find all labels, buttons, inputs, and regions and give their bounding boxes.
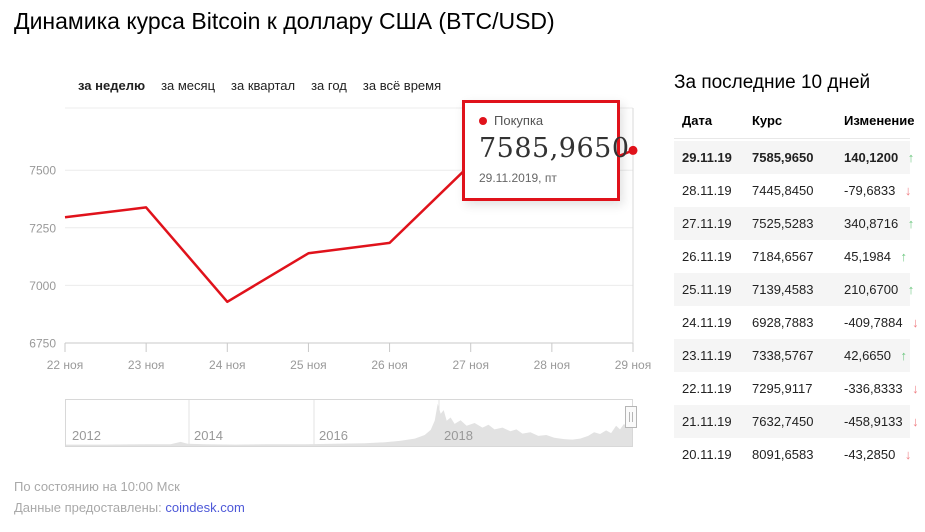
table-row: 24.11.19 6928,7883 -409,7884 ↓	[674, 306, 919, 339]
source-label: Данные предоставлены:	[14, 500, 162, 515]
cell-change: -336,8333 ↓	[844, 381, 919, 396]
cell-rate: 6928,7883	[752, 315, 814, 330]
svg-text:7250: 7250	[29, 221, 56, 235]
table-header: Дата Курс Изменение	[674, 107, 914, 139]
cell-date: 24.11.19	[682, 315, 732, 330]
cell-change: 210,6700 ↑	[844, 282, 915, 297]
tab-period-4[interactable]: за всё время	[362, 78, 442, 93]
series-dot-icon	[479, 116, 487, 125]
panel-heading: За последние 10 дней	[674, 72, 871, 93]
source-link[interactable]: coindesk.com	[165, 500, 245, 515]
cell-date: 29.11.19	[682, 150, 732, 165]
range-handle[interactable]	[625, 406, 637, 428]
cell-change: 140,1200 ↑	[844, 150, 915, 165]
svg-text:27 ноя: 27 ноя	[452, 358, 488, 372]
change-down-icon: ↓	[904, 183, 912, 198]
table-row: 29.11.19 7585,9650 140,1200 ↑	[674, 141, 914, 174]
table-row: 28.11.19 7445,8450 -79,6833 ↓	[674, 174, 912, 207]
svg-text:25 ноя: 25 ноя	[290, 358, 326, 372]
svg-text:28 ноя: 28 ноя	[534, 358, 570, 372]
last-10-days-panel: За последние 10 дней Дата Курс Изменение…	[674, 72, 919, 471]
cell-change: -43,2850 ↓	[844, 447, 912, 462]
as-of-text: По состоянию на 10:00 Мск	[14, 479, 180, 494]
cell-date: 23.11.19	[682, 348, 732, 363]
col-change: Изменение	[844, 113, 915, 128]
svg-text:6750: 6750	[29, 337, 56, 351]
cell-rate: 7632,7450	[752, 414, 814, 429]
cell-rate: 7295,9117	[752, 381, 813, 396]
tooltip-series-label: Покупка	[494, 113, 544, 128]
svg-text:7500: 7500	[29, 164, 56, 178]
svg-text:24 ноя: 24 ноя	[209, 358, 245, 372]
minimap-year-label: 2012	[72, 428, 101, 443]
change-down-icon: ↓	[912, 414, 919, 429]
cell-rate: 7184,6567	[752, 249, 814, 264]
change-up-icon: ↑	[907, 216, 915, 231]
cell-date: 28.11.19	[682, 183, 732, 198]
cell-change: -458,9133 ↓	[844, 414, 919, 429]
col-date: Дата	[682, 113, 713, 128]
source-line: Данные предоставлены: coindesk.com	[14, 497, 245, 518]
cell-rate: 8091,6583	[752, 447, 814, 462]
table-row: 20.11.19 8091,6583 -43,2850 ↓	[674, 438, 912, 471]
tab-period-3[interactable]: за год	[311, 78, 347, 93]
cell-rate: 7585,9650	[752, 150, 814, 165]
rates-table-body: 29.11.19 7585,9650 140,1200 ↑ 28.11.19 7445,8…	[674, 141, 919, 471]
tooltip-series: Покупка	[479, 113, 603, 128]
change-up-icon: ↑	[907, 282, 915, 297]
page-title: Динамика курса Bitcoin к доллару США (BT…	[14, 8, 555, 34]
minimap-year-label: 2014	[194, 428, 223, 443]
cell-date: 25.11.19	[682, 282, 732, 297]
history-minimap[interactable]: 2012 2014 2016 2018	[65, 399, 637, 447]
cell-change: -79,6833 ↓	[844, 183, 912, 198]
change-up-icon: ↑	[900, 348, 908, 363]
svg-text:22 ноя: 22 ноя	[47, 358, 83, 372]
minimap-year-label: 2016	[319, 428, 348, 443]
table-row: 21.11.19 7632,7450 -458,9133 ↓	[674, 405, 919, 438]
cell-rate: 7139,4583	[752, 282, 814, 297]
cell-change: -409,7884 ↓	[844, 315, 919, 330]
table-row: 22.11.19 7295,9117 -336,8333 ↓	[674, 372, 919, 405]
tab-period-0[interactable]: за неделю	[78, 78, 146, 93]
svg-text:26 ноя: 26 ноя	[371, 358, 407, 372]
cell-change: 45,1984 ↑	[844, 249, 907, 264]
cell-change: 42,6650 ↑	[844, 348, 907, 363]
cell-date: 21.11.19	[682, 414, 732, 429]
tooltip-date: 29.11.2019, пт	[479, 171, 557, 185]
cell-date: 22.11.19	[682, 381, 732, 396]
table-row: 25.11.19 7139,4583 210,6700 ↑	[674, 273, 914, 306]
change-up-icon: ↑	[907, 150, 915, 165]
svg-text:7000: 7000	[29, 279, 56, 293]
cell-rate: 7525,5283	[752, 216, 814, 231]
tooltip-value: 7585,9650	[479, 133, 630, 164]
table-row: 23.11.19 7338,5767 42,6650 ↑	[674, 339, 910, 372]
svg-text:23 ноя: 23 ноя	[128, 358, 164, 372]
change-down-icon: ↓	[904, 447, 912, 462]
cell-rate: 7338,5767	[752, 348, 814, 363]
table-row: 26.11.19 7184,6567 45,1984 ↑	[674, 240, 910, 273]
col-rate: Курс	[752, 113, 783, 128]
svg-text:29 ноя: 29 ноя	[615, 358, 651, 372]
change-down-icon: ↓	[912, 315, 919, 330]
change-down-icon: ↓	[912, 381, 919, 396]
change-up-icon: ↑	[900, 249, 908, 264]
cell-change: 340,8716 ↑	[844, 216, 915, 231]
cell-date: 20.11.19	[682, 447, 732, 462]
period-tabs: за неделю за месяц за квартал за год за всё …	[78, 78, 457, 93]
tab-period-2[interactable]: за квартал	[231, 78, 296, 93]
minimap-year-label: 2018	[444, 428, 473, 443]
tab-period-1[interactable]: за месяц	[161, 78, 216, 93]
table-row: 27.11.19 7525,5283 340,8716 ↑	[674, 207, 914, 240]
cell-date: 27.11.19	[682, 216, 732, 231]
minimap-canvas	[66, 400, 632, 446]
cell-rate: 7445,8450	[752, 183, 814, 198]
chart-tooltip: Покупка 7585,9650 29.11.2019, пт	[462, 100, 630, 201]
cell-date: 26.11.19	[682, 249, 732, 264]
footer: По состоянию на 10:00 Мск Данные предост…	[14, 476, 245, 518]
